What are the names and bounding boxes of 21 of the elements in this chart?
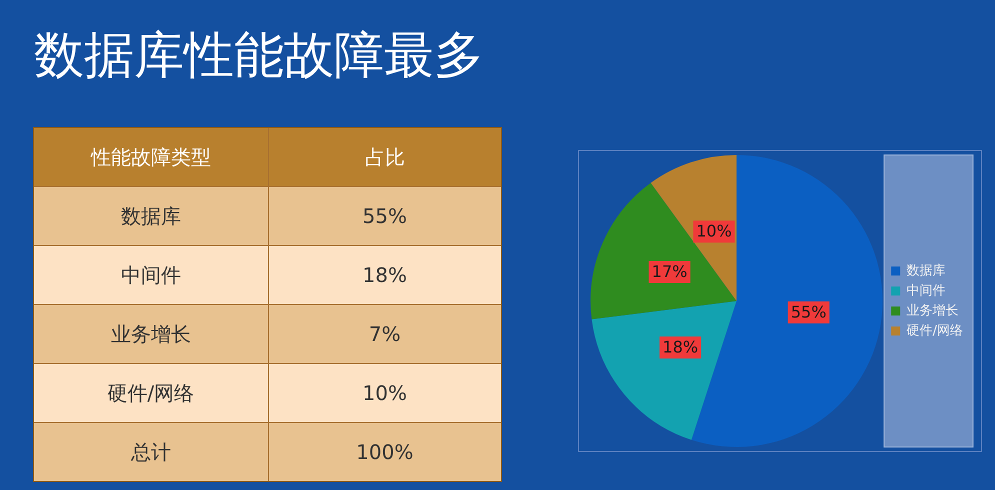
text: 性能故障类型 bbox=[90, 144, 212, 170]
text: 7% bbox=[268, 305, 501, 363]
legend-label: 数据库 bbox=[906, 263, 946, 278]
text: 占比 bbox=[268, 128, 501, 186]
text: 10% bbox=[268, 364, 501, 422]
text: 数据库性能故障最多 bbox=[34, 25, 484, 86]
legend-label: 业务增长 bbox=[906, 303, 959, 318]
text: 中间件 bbox=[120, 262, 182, 288]
legend-label: 中间件 bbox=[906, 283, 946, 298]
data-label: 17% bbox=[652, 262, 688, 282]
text: 硬件/网络 bbox=[106, 380, 196, 406]
text: 55% bbox=[268, 187, 501, 245]
text: 业务增长 bbox=[110, 320, 192, 348]
data-label: 10% bbox=[696, 222, 732, 241]
text: 数据库 bbox=[120, 202, 182, 230]
text: 总计 bbox=[130, 438, 172, 466]
data-label: 18% bbox=[662, 338, 698, 357]
text: 18% bbox=[268, 246, 501, 304]
data-label: 55% bbox=[790, 302, 826, 322]
text: 100% bbox=[268, 423, 501, 481]
legend-label: 硬件/网络 bbox=[906, 323, 964, 338]
